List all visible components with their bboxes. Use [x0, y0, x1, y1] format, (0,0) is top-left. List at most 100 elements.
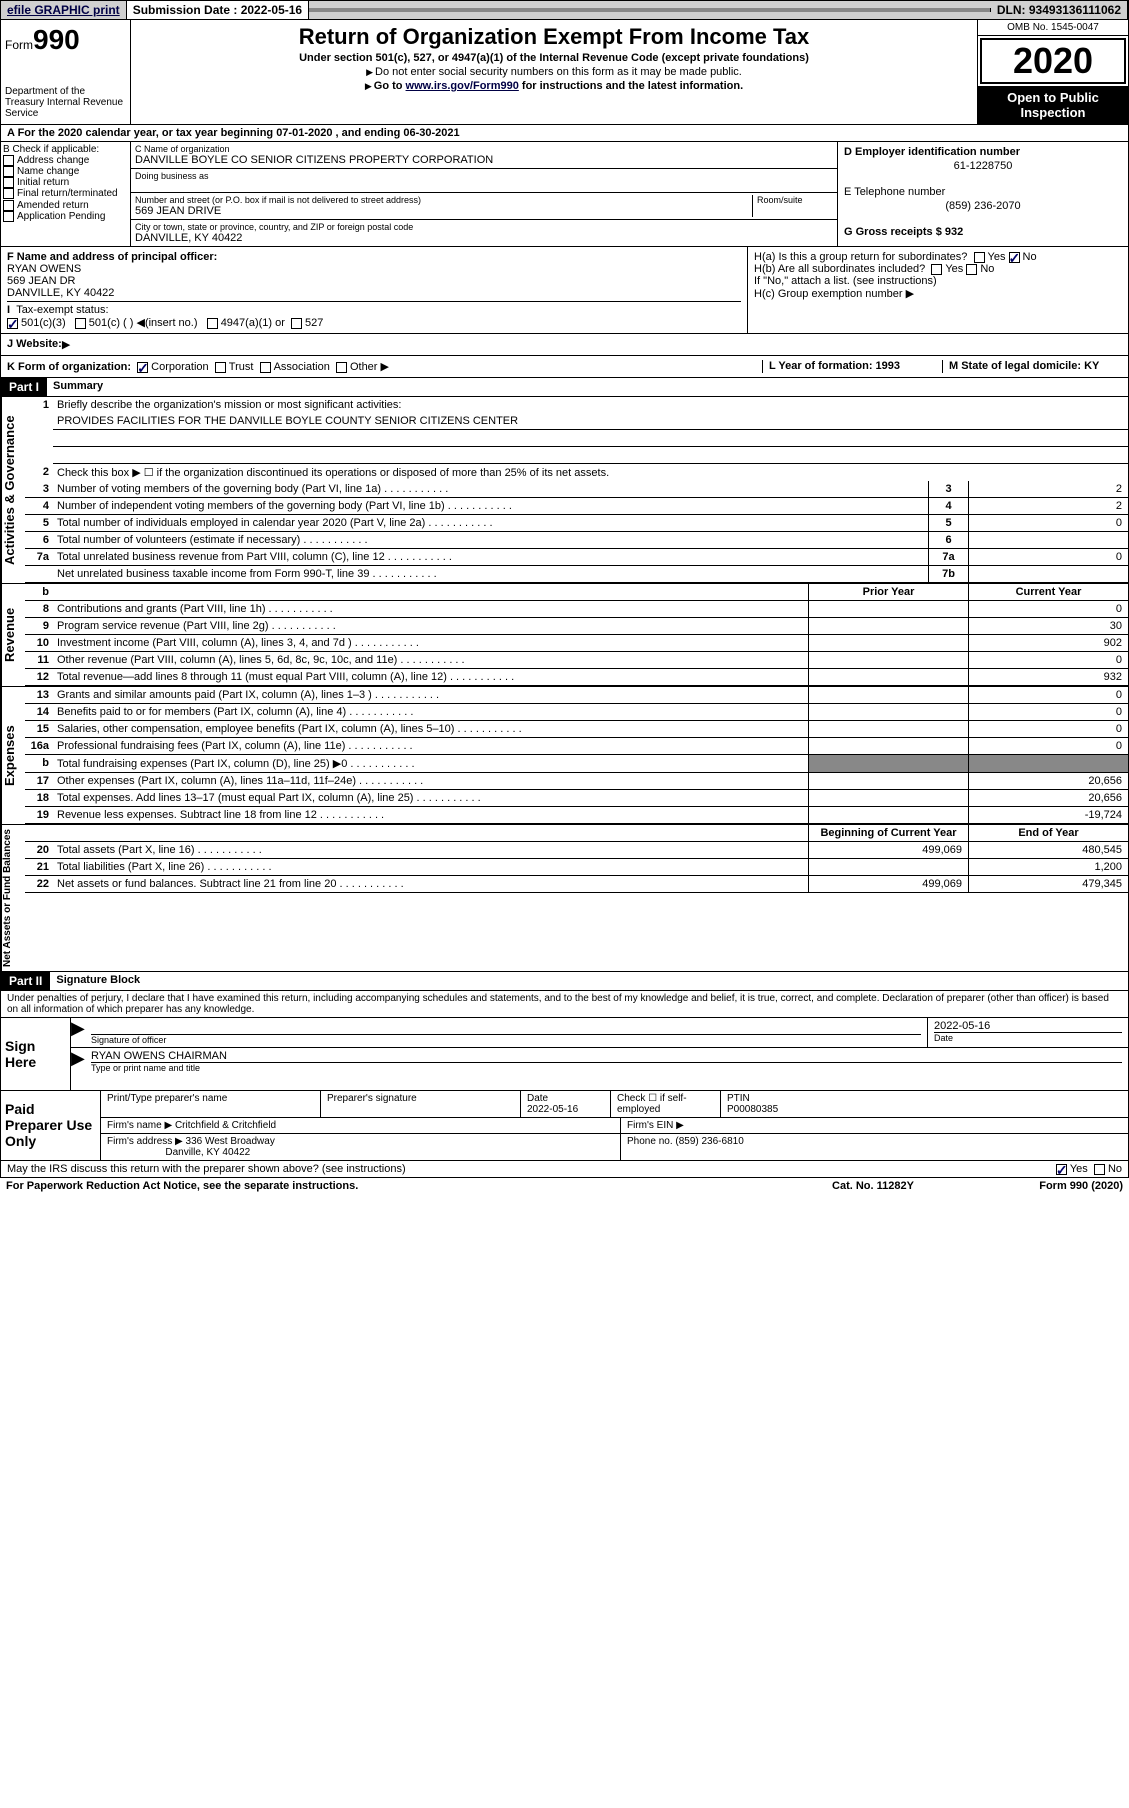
chk-assoc[interactable]	[260, 362, 271, 373]
chk-corp[interactable]	[137, 362, 148, 373]
table-row: 20Total assets (Part X, line 16)499,0694…	[25, 842, 1128, 859]
prep-h5: PTIN	[727, 1093, 750, 1104]
chk-trust[interactable]	[215, 362, 226, 373]
part2-header: Part II Signature Block	[0, 972, 1129, 991]
firm-addr1: 336 West Broadway	[186, 1136, 275, 1147]
phone: (859) 236-2070	[844, 200, 1122, 212]
firm-ein-label: Firm's EIN ▶	[621, 1118, 1128, 1133]
table-row: 6Total number of volunteers (estimate if…	[25, 532, 1128, 549]
table-row: 19Revenue less expenses. Subtract line 1…	[25, 807, 1128, 824]
form-subtitle-3: Go to www.irs.gov/Form990 for instructio…	[135, 80, 973, 92]
hc-label: H(c) Group exemption number ▶	[754, 287, 1122, 300]
chk-4947[interactable]	[207, 318, 218, 329]
q1-value: PROVIDES FACILITIES FOR THE DANVILLE BOY…	[53, 413, 1128, 430]
chk-amended[interactable]	[3, 200, 14, 211]
table-row: 18Total expenses. Add lines 13–17 (must …	[25, 790, 1128, 807]
street: 569 JEAN DRIVE	[135, 205, 748, 217]
city-label: City or town, state or province, country…	[135, 222, 833, 232]
q2: Check this box ▶ ☐ if the organization d…	[53, 464, 1128, 481]
ein-label: D Employer identification number	[844, 146, 1020, 158]
table-row: 15Salaries, other compensation, employee…	[25, 721, 1128, 738]
table-row: 7aTotal unrelated business revenue from …	[25, 549, 1128, 566]
chk-initial-return[interactable]	[3, 177, 14, 188]
chk-name-change[interactable]	[3, 166, 14, 177]
b-label: B Check if applicable:	[3, 144, 128, 155]
table-row: 11Other revenue (Part VIII, column (A), …	[25, 652, 1128, 669]
top-bar: efile GRAPHIC print Submission Date : 20…	[0, 0, 1129, 20]
tax-exempt-label: Tax-exempt status:	[16, 304, 108, 316]
table-row: 12Total revenue—add lines 8 through 11 (…	[25, 669, 1128, 686]
gross-receipts: G Gross receipts $ 932	[844, 226, 963, 238]
chk-pending[interactable]	[3, 211, 14, 222]
preparer-label: Paid Preparer Use Only	[1, 1091, 101, 1160]
row-fgh: F Name and address of principal officer:…	[0, 247, 1129, 334]
footer: For Paperwork Reduction Act Notice, see …	[0, 1178, 1129, 1194]
firm-addr-label: Firm's address ▶	[107, 1136, 183, 1147]
col-curr: Current Year	[968, 584, 1128, 600]
c-name-label: C Name of organization	[135, 144, 833, 154]
chk-final-return[interactable]	[3, 188, 14, 199]
chk-address-change[interactable]	[3, 155, 14, 166]
chk-discuss-no[interactable]	[1094, 1164, 1105, 1175]
officer-addr1: 569 JEAN DR	[7, 275, 741, 287]
chk-ha-yes[interactable]	[974, 252, 985, 263]
org-name: DANVILLE BOYLE CO SENIOR CITIZENS PROPER…	[135, 154, 833, 166]
prep-date: 2022-05-16	[527, 1104, 578, 1115]
table-row: 22Net assets or fund balances. Subtract …	[25, 876, 1128, 893]
table-row: 9Program service revenue (Part VIII, lin…	[25, 618, 1128, 635]
form-subtitle-1: Under section 501(c), 527, or 4947(a)(1)…	[135, 52, 973, 64]
form-number: Form990	[5, 24, 126, 56]
irs-link[interactable]: www.irs.gov/Form990	[406, 80, 519, 92]
part1-rev: Revenue bPrior YearCurrent Year 8Contrib…	[0, 584, 1129, 687]
col-end: End of Year	[968, 825, 1128, 841]
table-row: Net unrelated business taxable income fr…	[25, 566, 1128, 583]
chk-hb-yes[interactable]	[931, 264, 942, 275]
street-label: Number and street (or P.O. box if mail i…	[135, 195, 748, 205]
chk-discuss-yes[interactable]	[1056, 1164, 1067, 1175]
sign-here-label: Sign Here	[1, 1018, 71, 1090]
table-row: 14Benefits paid to or for members (Part …	[25, 704, 1128, 721]
table-row: 21Total liabilities (Part X, line 26)1,2…	[25, 859, 1128, 876]
chk-501c3[interactable]	[7, 318, 18, 329]
ein: 61-1228750	[844, 160, 1122, 172]
ha-label: H(a) Is this a group return for subordin…	[754, 251, 1122, 263]
preparer-block: Paid Preparer Use Only Print/Type prepar…	[0, 1091, 1129, 1161]
chk-other[interactable]	[336, 362, 347, 373]
chk-ha-no[interactable]	[1009, 252, 1020, 263]
efile-link[interactable]: efile GRAPHIC print	[1, 1, 127, 19]
dln: DLN: 93493136111062	[991, 1, 1128, 19]
pra-notice: For Paperwork Reduction Act Notice, see …	[6, 1180, 773, 1192]
ptin: P00080385	[727, 1104, 778, 1115]
q1: Briefly describe the organization's miss…	[53, 397, 1128, 413]
table-row: 10Investment income (Part VIII, column (…	[25, 635, 1128, 652]
part1-ag: Activities & Governance 1Briefly describ…	[0, 397, 1129, 584]
table-row: 8Contributions and grants (Part VIII, li…	[25, 601, 1128, 618]
prep-h1: Print/Type preparer's name	[101, 1091, 321, 1117]
chk-527[interactable]	[291, 318, 302, 329]
firm-name: Critchfield & Critchfield	[175, 1120, 276, 1131]
col-prior: Prior Year	[808, 584, 968, 600]
part1-na: Net Assets or Fund Balances Beginning of…	[0, 825, 1129, 972]
firm-phone: Phone no. (859) 236-6810	[621, 1134, 1128, 1160]
hb2-label: If "No," attach a list. (see instruction…	[754, 275, 1122, 287]
city: DANVILLE, KY 40422	[135, 232, 833, 244]
submission-date: Submission Date : 2022-05-16	[127, 1, 309, 19]
col-begin: Beginning of Current Year	[808, 825, 968, 841]
chk-501c[interactable]	[75, 318, 86, 329]
sig-name-label: Type or print name and title	[91, 1062, 1122, 1073]
prep-h2: Preparer's signature	[321, 1091, 521, 1117]
vlabel-exp: Expenses	[1, 687, 25, 824]
sign-block: Sign Here ▶ Signature of officer 2022-05…	[0, 1018, 1129, 1091]
chk-hb-no[interactable]	[966, 264, 977, 275]
form-subtitle-2: Do not enter social security numbers on …	[135, 66, 973, 78]
officer-addr2: DANVILLE, KY 40422	[7, 287, 741, 299]
sig-date: 2022-05-16	[934, 1020, 1122, 1032]
room-label: Room/suite	[753, 195, 833, 217]
firm-name-label: Firm's name ▶	[107, 1120, 172, 1131]
part1-exp: Expenses 13Grants and similar amounts pa…	[0, 687, 1129, 825]
table-row: 3Number of voting members of the governi…	[25, 481, 1128, 498]
dept-treasury: Department of the Treasury Internal Reve…	[5, 86, 126, 119]
firm-addr2: Danville, KY 40422	[165, 1147, 250, 1158]
table-row: 13Grants and similar amounts paid (Part …	[25, 687, 1128, 704]
cat-no: Cat. No. 11282Y	[773, 1180, 973, 1192]
